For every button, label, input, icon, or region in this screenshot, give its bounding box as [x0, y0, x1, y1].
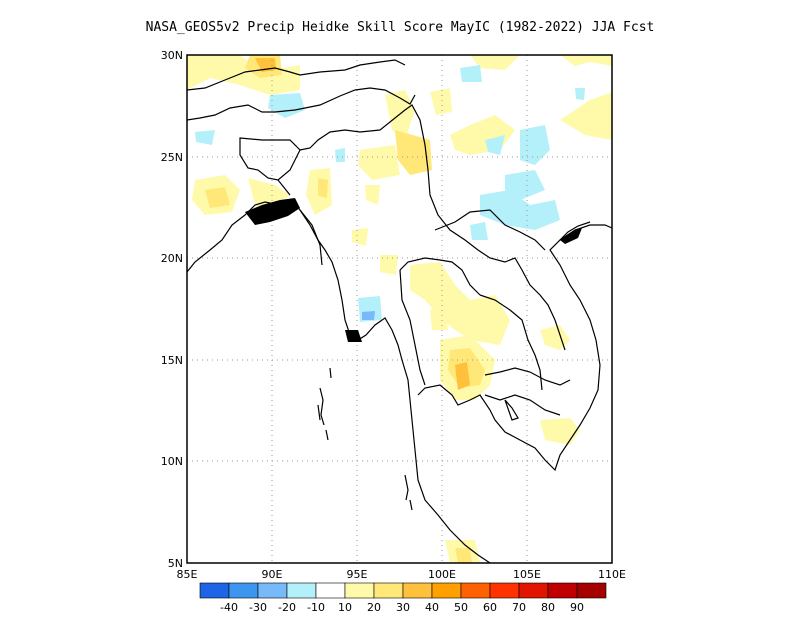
x-tick-label: 110E	[598, 568, 626, 581]
colorbar-label: 50	[454, 601, 468, 614]
colorbar-label: -10	[307, 601, 325, 614]
colorbar-swatch	[286, 582, 317, 599]
y-tick-label: 5N	[168, 557, 183, 570]
map-title: NASA_GEOS5v2 Precip Heidke Skill Score M…	[145, 20, 655, 35]
colorbar-swatch	[576, 582, 607, 599]
colorbar-swatch	[460, 582, 491, 599]
colorbar-swatch	[315, 582, 346, 599]
x-tick-label: 85E	[177, 568, 198, 581]
colorbar-swatch	[373, 582, 404, 599]
x-tick-label: 100E	[428, 568, 456, 581]
x-tick-label: 90E	[262, 568, 283, 581]
colorbar-swatch	[518, 582, 549, 599]
x-axis-labels: 85E 90E 95E 100E 105E 110E	[177, 568, 626, 581]
y-tick-label: 25N	[161, 151, 183, 164]
colorbar-swatch	[199, 582, 230, 599]
skill-score-field	[187, 55, 612, 563]
colorbar-label: 40	[425, 601, 439, 614]
colorbar-labels: -40 -30 -20 -10 10 20 30 40 50 60 70 80 …	[220, 601, 584, 614]
map-frame	[186, 54, 613, 564]
country-borders	[187, 59, 571, 421]
y-axis-labels: 5N 10N 15N 20N 25N 30N	[161, 49, 183, 570]
colorbar-label: 30	[396, 601, 410, 614]
x-tick-label: 105E	[513, 568, 541, 581]
colorbar-label: 80	[541, 601, 555, 614]
colorbar-swatch	[547, 582, 578, 599]
colorbar-swatch	[489, 582, 520, 599]
andaman-islands	[317, 367, 413, 511]
colorbar-label: -30	[249, 601, 267, 614]
y-tick-label: 10N	[161, 455, 183, 468]
colorbar-label: 20	[367, 601, 381, 614]
colorbar-swatch	[402, 582, 433, 599]
y-tick-label: 15N	[161, 354, 183, 367]
colorbar-label: 10	[338, 601, 352, 614]
delta-coast-detail	[245, 198, 582, 342]
colorbar-label: 60	[483, 601, 497, 614]
colorbar-swatch	[344, 582, 375, 599]
colorbar-label: -20	[278, 601, 296, 614]
gridlines	[187, 55, 612, 563]
y-tick-label: 30N	[161, 49, 183, 62]
colorbar-swatch	[228, 582, 259, 599]
colorbar-swatch	[257, 582, 288, 599]
colorbar-swatch	[431, 582, 462, 599]
colorbar-label: -40	[220, 601, 238, 614]
colorbar	[199, 582, 607, 599]
y-tick-label: 20N	[161, 252, 183, 265]
x-tick-label: 95E	[347, 568, 368, 581]
colorbar-label: 90	[570, 601, 584, 614]
colorbar-label: 70	[512, 601, 526, 614]
